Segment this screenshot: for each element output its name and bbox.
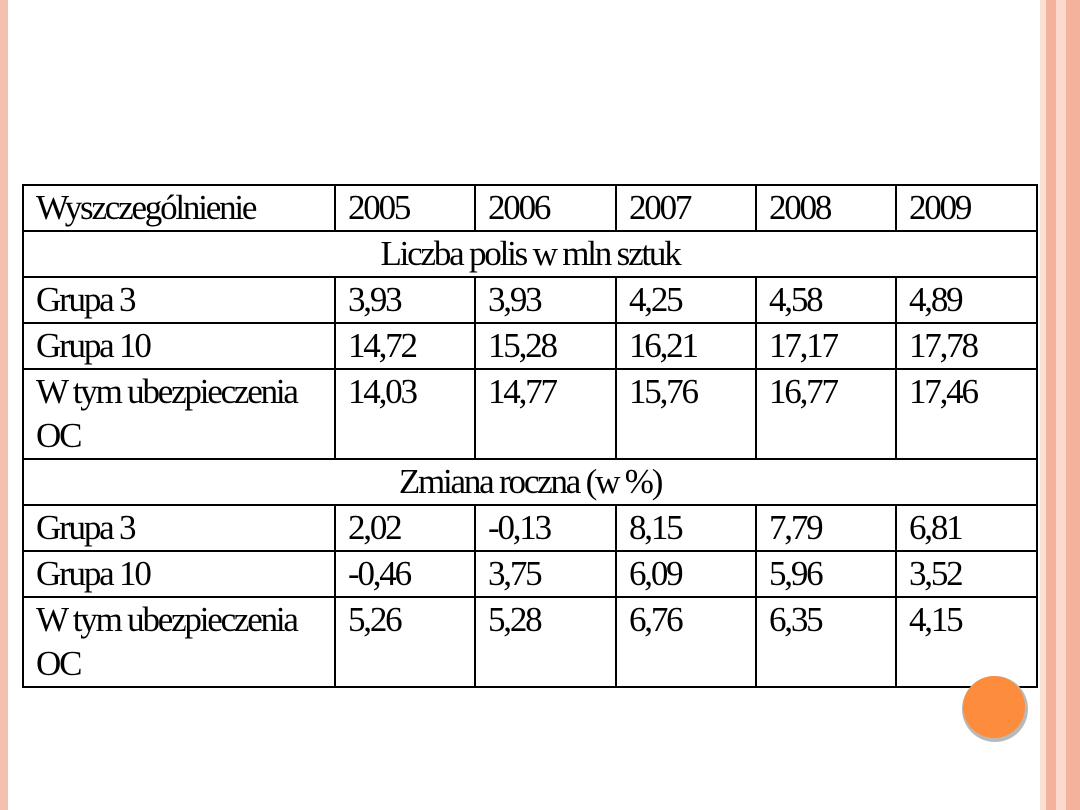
value-cell: -0,13: [474, 504, 617, 552]
left-stripe: [0, 0, 8, 810]
table-row: Grupa 3 2,02 -0,13 8,15 7,79 6,81: [22, 504, 1038, 552]
value-cell: 16,21: [615, 322, 757, 370]
table-row: W tym ubezpieczenia OC 5,26 5,28 6,76 6,35 4,…: [22, 596, 1038, 688]
value-cell: 4,25: [615, 276, 757, 324]
value-cell: 17,46: [895, 368, 1038, 460]
section-title: Liczba polis w mln sztuk: [22, 230, 1038, 278]
section-title: Zmiana roczna (w %): [22, 458, 1038, 506]
row-label: Grupa 10: [22, 550, 336, 598]
value-cell: 6,09: [615, 550, 757, 598]
row-label: W tym ubezpieczenia OC: [22, 368, 336, 460]
row-label: Grupa 3: [22, 276, 336, 324]
table-row: Grupa 3 3,93 3,93 4,25 4,58 4,89: [22, 276, 1038, 324]
table-row: Grupa 10 -0,46 3,75 6,09 5,96 3,52: [22, 550, 1038, 598]
value-cell: 15,28: [474, 322, 617, 370]
value-cell: 3,75: [474, 550, 617, 598]
header-cell: 2008: [755, 184, 897, 232]
value-cell: 2,02: [334, 504, 476, 552]
value-cell: 3,93: [334, 276, 476, 324]
header-cell: Wyszczególnienie: [22, 184, 336, 232]
value-cell: 6,81: [895, 504, 1038, 552]
row-label: W tym ubezpieczenia OC: [22, 596, 336, 688]
value-cell: 4,89: [895, 276, 1038, 324]
right-stripe: [1066, 0, 1080, 810]
table-row: W tym ubezpieczenia OC 14,03 14,77 15,76 16,…: [22, 368, 1038, 460]
value-cell: 17,17: [755, 322, 897, 370]
value-cell: 14,72: [334, 322, 476, 370]
header-cell: 2006: [474, 184, 617, 232]
value-cell: 6,76: [615, 596, 757, 688]
decorative-circle: [963, 676, 1025, 738]
value-cell: 5,26: [334, 596, 476, 688]
table-row: Wyszczególnienie 2005 2006 2007 2008 2009: [22, 184, 1038, 232]
table-row: Zmiana roczna (w %): [22, 458, 1038, 506]
value-cell: -0,46: [334, 550, 476, 598]
table-row: Grupa 10 14,72 15,28 16,21 17,17 17,78: [22, 322, 1038, 370]
right-stripe: [1056, 0, 1066, 810]
value-cell: 3,52: [895, 550, 1038, 598]
value-cell: 15,76: [615, 368, 757, 460]
value-cell: 6,35: [755, 596, 897, 688]
right-stripe: [1040, 0, 1046, 810]
data-table: Wyszczególnienie 2005 2006 2007 2008 2009 Licz…: [22, 184, 1038, 688]
value-cell: 8,15: [615, 504, 757, 552]
header-cell: 2009: [895, 184, 1038, 232]
value-cell: 4,58: [755, 276, 897, 324]
value-cell: 4,15: [895, 596, 1038, 688]
value-cell: 17,78: [895, 322, 1038, 370]
header-cell: 2005: [334, 184, 476, 232]
value-cell: 3,93: [474, 276, 617, 324]
row-label: Grupa 3: [22, 504, 336, 552]
row-label: Grupa 10: [22, 322, 336, 370]
value-cell: 5,96: [755, 550, 897, 598]
table-row: Liczba polis w mln sztuk: [22, 230, 1038, 278]
value-cell: 5,28: [474, 596, 617, 688]
value-cell: 7,79: [755, 504, 897, 552]
value-cell: 16,77: [755, 368, 897, 460]
header-cell: 2007: [615, 184, 757, 232]
right-stripe: [1046, 0, 1056, 810]
value-cell: 14,77: [474, 368, 617, 460]
value-cell: 14,03: [334, 368, 476, 460]
